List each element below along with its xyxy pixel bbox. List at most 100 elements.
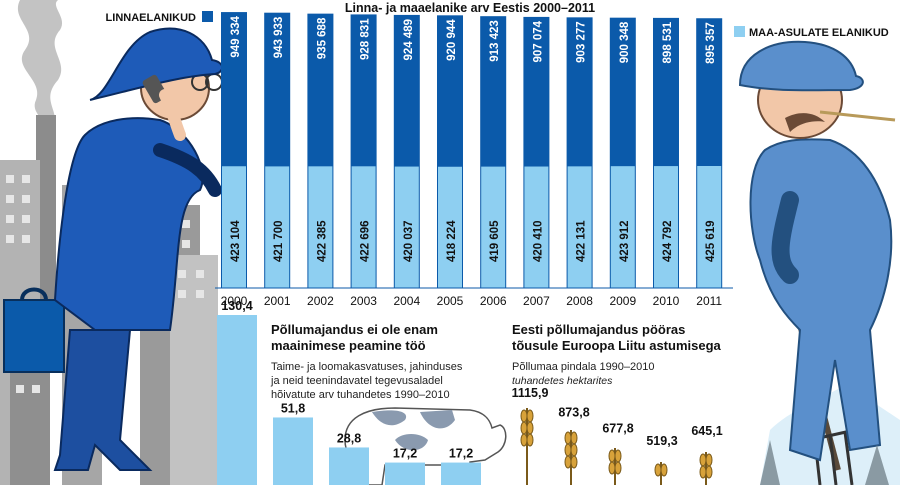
- rural-bar: [610, 166, 635, 288]
- x-tick-label: 2003: [350, 294, 377, 308]
- pitchfork-tines: [809, 428, 856, 485]
- man-legs: [53, 329, 153, 471]
- rural-value-label: 422 131: [576, 220, 588, 262]
- urban-value-label: 943 933: [273, 17, 285, 59]
- legend-rural-swatch: [734, 26, 745, 37]
- x-tick-label: 2008: [566, 294, 593, 308]
- rural-value-label: 419 605: [489, 220, 501, 262]
- land-value-label: 519,3: [646, 434, 677, 448]
- x-tick-label: 2011: [696, 294, 722, 308]
- legend-urban: LINNAELANIKUD: [106, 11, 213, 24]
- x-tick-label: 2002: [307, 294, 334, 308]
- x-tick-label: 2004: [393, 294, 420, 308]
- land-value-label: 645,1: [691, 424, 722, 438]
- rural-bar: [265, 166, 290, 288]
- x-tick-label: 2007: [523, 294, 550, 308]
- rural-bar: [351, 166, 376, 288]
- rural-value-label: 423 912: [619, 220, 631, 262]
- x-tick-label: 2006: [480, 294, 507, 308]
- rural-bar: [697, 166, 722, 288]
- x-tick-label: 2009: [609, 294, 636, 308]
- chimney-smoke: [17, 0, 63, 128]
- rural-value-label: 422 696: [360, 220, 372, 262]
- agri-employment-subtitle: Taime- ja loomakasvatuses, jahinduses ja…: [270, 361, 465, 401]
- wheat-icon: [564, 430, 578, 485]
- briefcase: [3, 299, 65, 373]
- farmer-moustache: [785, 113, 825, 132]
- x-axis-ticks: 2000 2001 2002 2003 2004 2005 2006 2007 2008 2009…: [221, 294, 723, 308]
- urban-value-label: 898 531: [662, 21, 674, 63]
- farmer-figure: [738, 40, 900, 485]
- agri-employment-title: Põllumajandus ei ole enam maainimese pea…: [271, 322, 442, 353]
- rural-value-label: 424 792: [662, 220, 674, 262]
- agri-land-subtitle: Põllumaa pindala 1990–2010: [512, 361, 655, 373]
- cow-illustration: [344, 407, 507, 485]
- wheat-icon: [520, 408, 534, 485]
- land-value-label: 677,8: [602, 421, 633, 435]
- x-tick-label: 2000: [221, 294, 248, 308]
- agri-land-title: Eesti põllumajandus pööras tõusule Euroo…: [512, 322, 722, 353]
- population-bars: 949 334 423 104 943 933 421 700 935 688 422 3…: [221, 12, 723, 289]
- employment-bar: [217, 315, 257, 485]
- urban-value-label: 935 688: [316, 17, 328, 59]
- urban-value-label: 900 348: [619, 21, 631, 63]
- wheat-icons: [520, 408, 713, 485]
- rural-value-label: 420 410: [532, 220, 544, 262]
- farmer-overalls: [749, 138, 893, 462]
- land-value-label: 873,8: [558, 406, 589, 420]
- rural-value-label: 425 619: [705, 220, 717, 262]
- urban-value-label: 920 944: [446, 19, 458, 61]
- urban-value-label: 949 334: [230, 15, 242, 57]
- rural-bar: [308, 166, 333, 288]
- agri-land-value-labels: 1115,9 873,8 677,8 519,3 645,1: [512, 386, 723, 448]
- rural-value-label: 420 037: [403, 220, 415, 262]
- rural-bar: [524, 166, 549, 288]
- legend-urban-label: LINNAELANIKUD: [106, 12, 196, 24]
- x-tick-label: 2010: [653, 294, 680, 308]
- rural-value-label: 418 224: [446, 220, 458, 262]
- agri-land-unit: tuhandetes hektarites: [512, 375, 613, 387]
- rural-bar: [222, 166, 246, 288]
- city-man-figure: [3, 27, 224, 471]
- legend-urban-swatch: [202, 11, 213, 22]
- rural-bar: [394, 166, 419, 288]
- employment-value-label: 17,2: [449, 447, 473, 461]
- legend-rural: MAA-ASULATE ELANIKUD: [734, 26, 889, 39]
- urban-value-label: 903 277: [576, 21, 588, 63]
- agri-employment-panel: Põllumajandus ei ole enam maainimese pea…: [217, 299, 481, 485]
- man-hat: [89, 27, 224, 101]
- employment-value-label: 17,2: [393, 447, 417, 461]
- x-tick-label: 2005: [437, 294, 464, 308]
- building: [170, 255, 218, 485]
- employment-bar: [441, 462, 481, 485]
- rural-bar: [438, 166, 462, 288]
- rural-value-label: 421 700: [273, 220, 285, 262]
- wheat-icon: [654, 462, 668, 485]
- x-tick-label: 2001: [264, 294, 291, 308]
- straw: [819, 110, 896, 122]
- employment-value-label: 51,8: [281, 401, 305, 415]
- rural-bar: [567, 166, 592, 288]
- agri-land-panel: Eesti põllumajandus pööras tõusule Euroo…: [512, 322, 723, 448]
- rural-bar: [481, 166, 506, 288]
- urban-value-label: 895 357: [705, 22, 717, 64]
- urban-value-label: 924 489: [403, 19, 415, 61]
- rural-bar: [654, 166, 678, 288]
- rural-value-label: 422 385: [316, 220, 328, 262]
- employment-value-label: 28,8: [337, 431, 361, 445]
- employment-bar: [273, 417, 313, 485]
- agri-employment-bars: 130,4 51,8 28,8 17,2 17,2: [217, 299, 481, 485]
- tree-icon: [760, 440, 889, 485]
- urban-value-label: 928 831: [360, 18, 372, 60]
- employment-bar: [385, 462, 425, 485]
- farmer-cap: [738, 40, 864, 92]
- land-value-label: 1115,9: [512, 386, 549, 400]
- rural-value-label: 423 104: [230, 220, 242, 262]
- employment-bar: [329, 447, 369, 485]
- urban-value-label: 913 423: [489, 20, 501, 62]
- legend-rural-label: MAA-ASULATE ELANIKUD: [749, 27, 889, 39]
- wheat-icon: [608, 448, 622, 485]
- wheat-icon: [699, 452, 713, 485]
- employment-value-label: 130,4: [221, 299, 252, 313]
